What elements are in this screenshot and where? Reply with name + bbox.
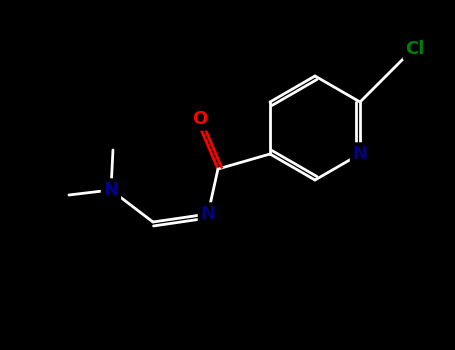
Text: N: N xyxy=(353,145,368,163)
Text: Cl: Cl xyxy=(405,40,425,58)
Text: N: N xyxy=(201,205,216,223)
Text: O: O xyxy=(192,110,207,128)
Text: N: N xyxy=(103,181,118,199)
